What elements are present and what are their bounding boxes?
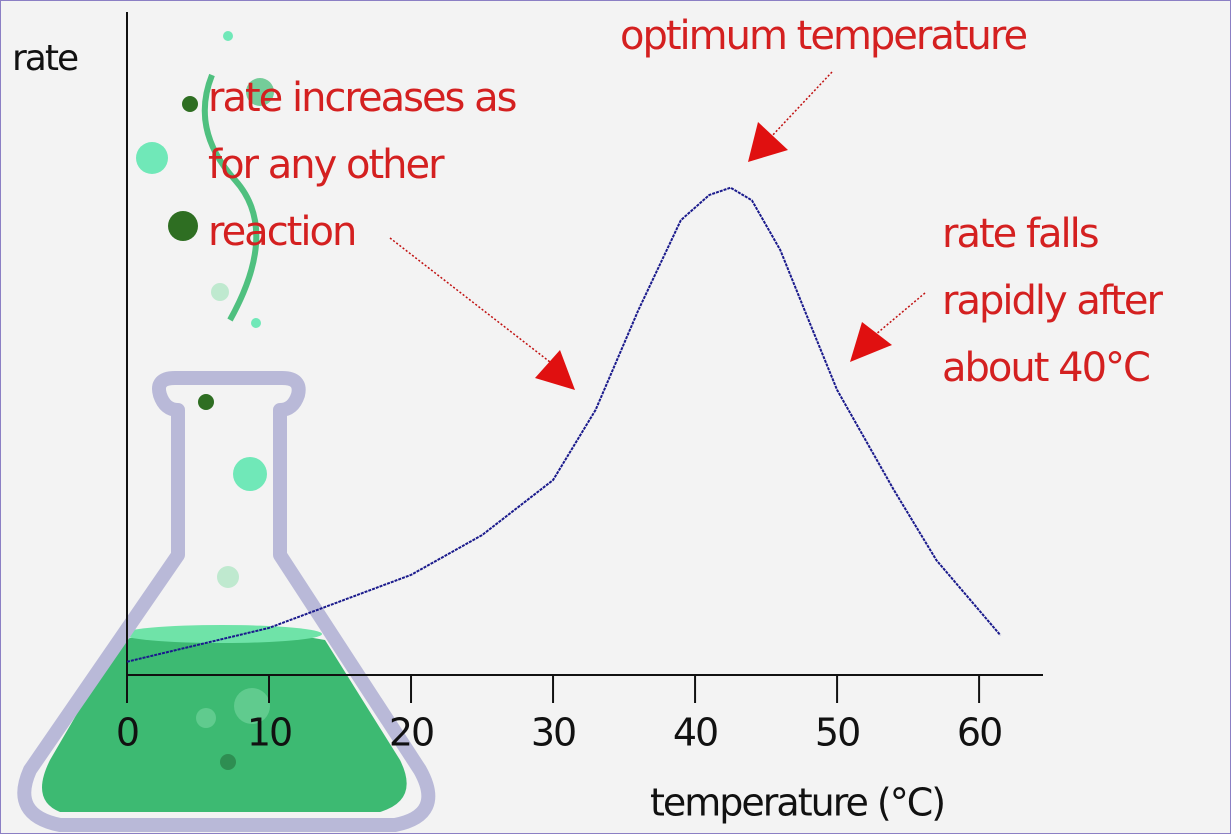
chart: rate temperature (°C) 0 10 20 30 40 50 60 rate … [0,0,1231,834]
x-tick-label: 50 [815,711,859,755]
annotation: for any other [208,142,445,188]
x-tick-label: 30 [531,711,575,755]
annotation: reaction [208,209,355,255]
x-tick-label: 40 [673,711,717,755]
annotation: rapidly after [942,278,1164,324]
y-axis-label: rate [12,38,78,79]
annotation: optimum temperature [620,13,1026,59]
x-tick-label: 10 [247,711,291,755]
x-tick-label: 0 [116,711,138,755]
page: rate temperature (°C) 0 10 20 30 40 50 60 rate … [0,0,1231,834]
x-tick-label: 60 [957,711,1001,755]
x-axis-label: temperature (°C) [650,781,944,825]
annotation: rate increases as [208,75,516,121]
annotation: about 40°C [942,345,1149,391]
annotation: rate falls [942,211,1098,257]
x-tick-label: 20 [389,711,433,755]
